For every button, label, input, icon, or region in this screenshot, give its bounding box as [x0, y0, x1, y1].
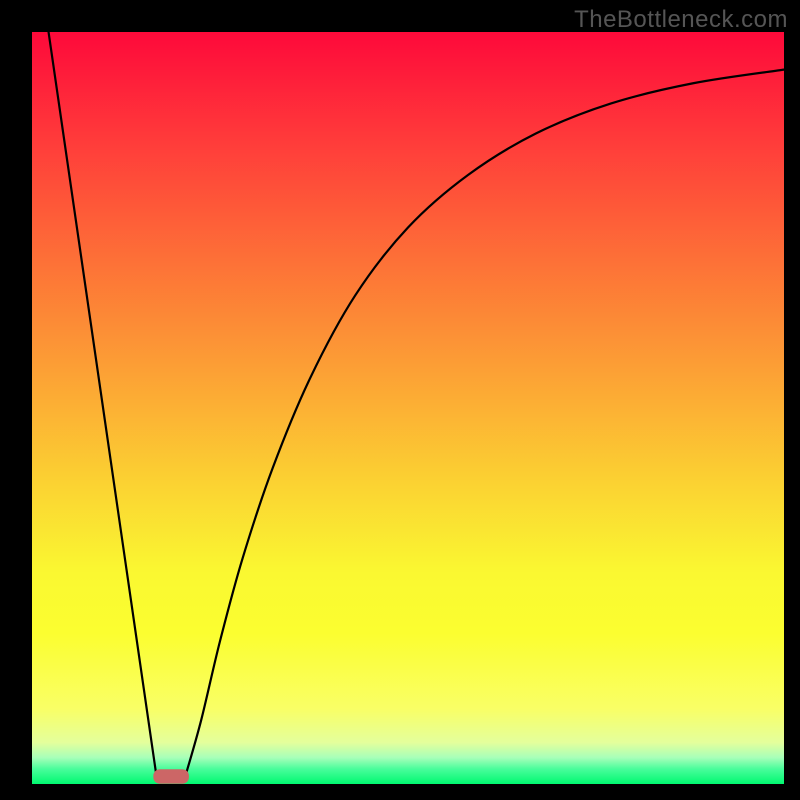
- watermark-text: TheBottleneck.com: [574, 6, 788, 34]
- bottleneck-chart: [0, 0, 800, 800]
- chart-container: TheBottleneck.com: [0, 0, 800, 800]
- plot-background-gradient: [32, 32, 784, 784]
- optimal-marker: [154, 770, 189, 784]
